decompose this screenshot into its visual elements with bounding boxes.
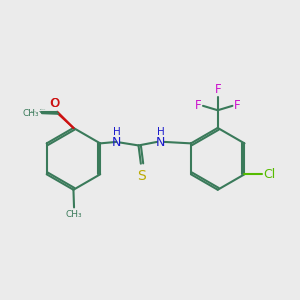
- Text: O: O: [49, 97, 59, 110]
- Text: N: N: [156, 136, 165, 149]
- Text: F: F: [195, 99, 202, 112]
- Text: S: S: [137, 169, 146, 183]
- Text: H: H: [112, 127, 120, 136]
- Text: F: F: [234, 99, 241, 112]
- Text: CH₃: CH₃: [66, 210, 82, 219]
- Text: F: F: [214, 82, 221, 95]
- Text: Cl: Cl: [264, 168, 276, 181]
- Text: H: H: [157, 127, 164, 136]
- Text: O: O: [51, 97, 60, 110]
- Text: CH₃: CH₃: [23, 109, 40, 118]
- Text: methoxy: methoxy: [39, 111, 45, 112]
- Text: N: N: [112, 136, 121, 149]
- Text: methoxy: methoxy: [40, 109, 46, 110]
- Text: methoxy: methoxy: [31, 111, 38, 112]
